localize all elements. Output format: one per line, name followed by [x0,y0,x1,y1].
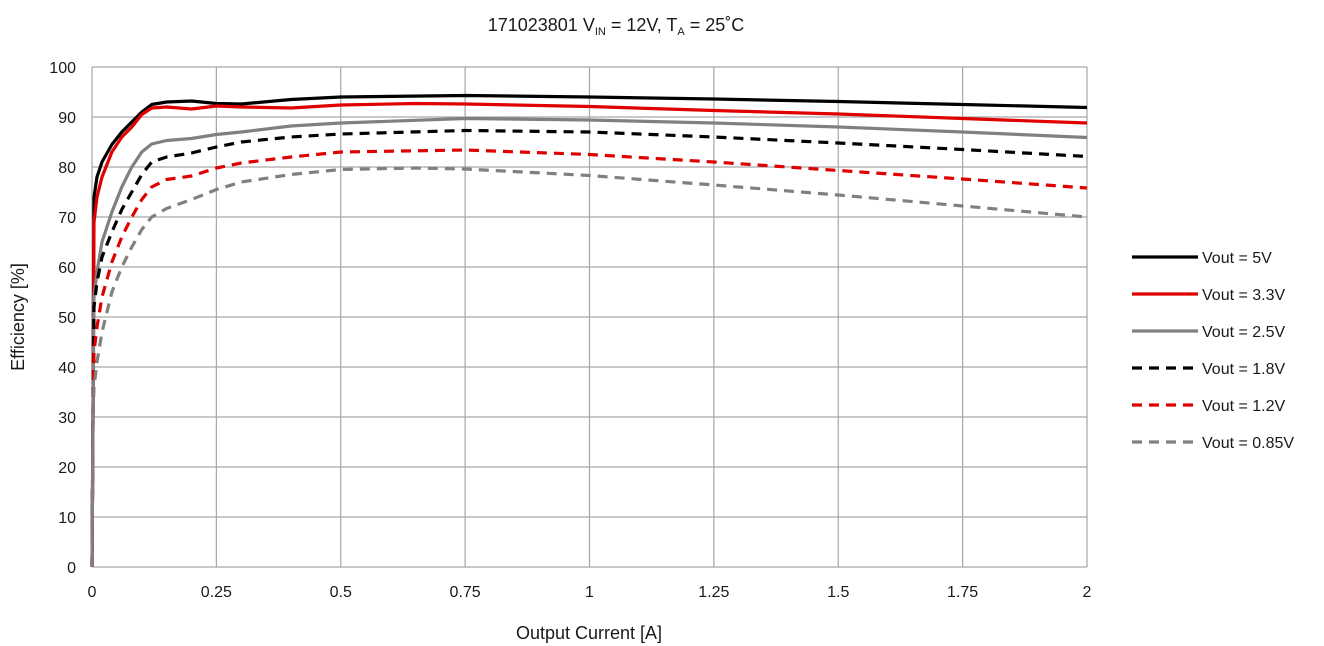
y-tick-label-9: 90 [58,110,76,127]
legend-label-2: Vout = 2.5V [1202,324,1286,341]
y-tick-label-4: 40 [58,360,76,377]
y-tick-label-3: 30 [58,410,76,427]
y-axis-label: Efficiency [%] [8,263,28,371]
x-tick-label-6: 1.5 [827,584,849,601]
legend-label-4: Vout = 1.2V [1202,398,1286,415]
y-tick-label-7: 70 [58,210,76,227]
title-vin-sub: IN [595,26,606,38]
legend: Vout = 5V Vout = 3.3V Vout = 2.5V Vout = 1.… [1132,250,1294,452]
x-tick-label-8: 2 [1083,584,1092,601]
title-ta-value: = 25˚C [685,15,745,35]
title-ta-main: T [666,15,677,35]
y-tick-label-0: 0 [67,560,76,577]
series-line-2 [90,116,1088,568]
series-lines [90,93,1088,568]
title-part-number: 171023801 [488,15,578,35]
x-tick-label-7: 1.75 [947,584,978,601]
series-line-0 [90,93,1088,568]
x-tick-label-1: 0.25 [201,584,232,601]
chart-title: 171023801 VIN = 12V, TA = 25˚C [488,15,745,38]
y-tick-labels: 0 10 20 30 40 50 60 70 80 90 100 [49,60,76,577]
x-tick-label-5: 1.25 [698,584,729,601]
series-line-4 [90,148,1088,568]
x-tick-labels: 0 0.25 0.5 0.75 1 1.25 1.5 1.75 2 [88,584,1092,601]
y-tick-label-8: 80 [58,160,76,177]
title-vin-main: V [583,15,595,35]
series-line-1 [90,101,1088,568]
x-axis-label: Output Current [A] [516,623,662,643]
y-tick-label-5: 50 [58,310,76,327]
legend-label-0: Vout = 5V [1202,250,1272,267]
legend-label-3: Vout = 1.8V [1202,361,1286,378]
legend-label-5: Vout = 0.85V [1202,435,1294,452]
y-tick-label-2: 20 [58,460,76,477]
x-tick-label-3: 0.75 [450,584,481,601]
series-line-3 [90,128,1088,568]
series-line-5 [90,166,1088,568]
legend-label-1: Vout = 3.3V [1202,287,1286,304]
x-tick-label-0: 0 [88,584,97,601]
title-vin-value: = 12V, [606,15,667,35]
y-tick-label-10: 100 [49,60,76,77]
y-tick-label-6: 60 [58,260,76,277]
x-tick-label-2: 0.5 [330,584,352,601]
x-tick-label-4: 1 [585,584,594,601]
y-tick-label-1: 10 [58,510,76,527]
title-ta-sub: A [677,26,685,38]
